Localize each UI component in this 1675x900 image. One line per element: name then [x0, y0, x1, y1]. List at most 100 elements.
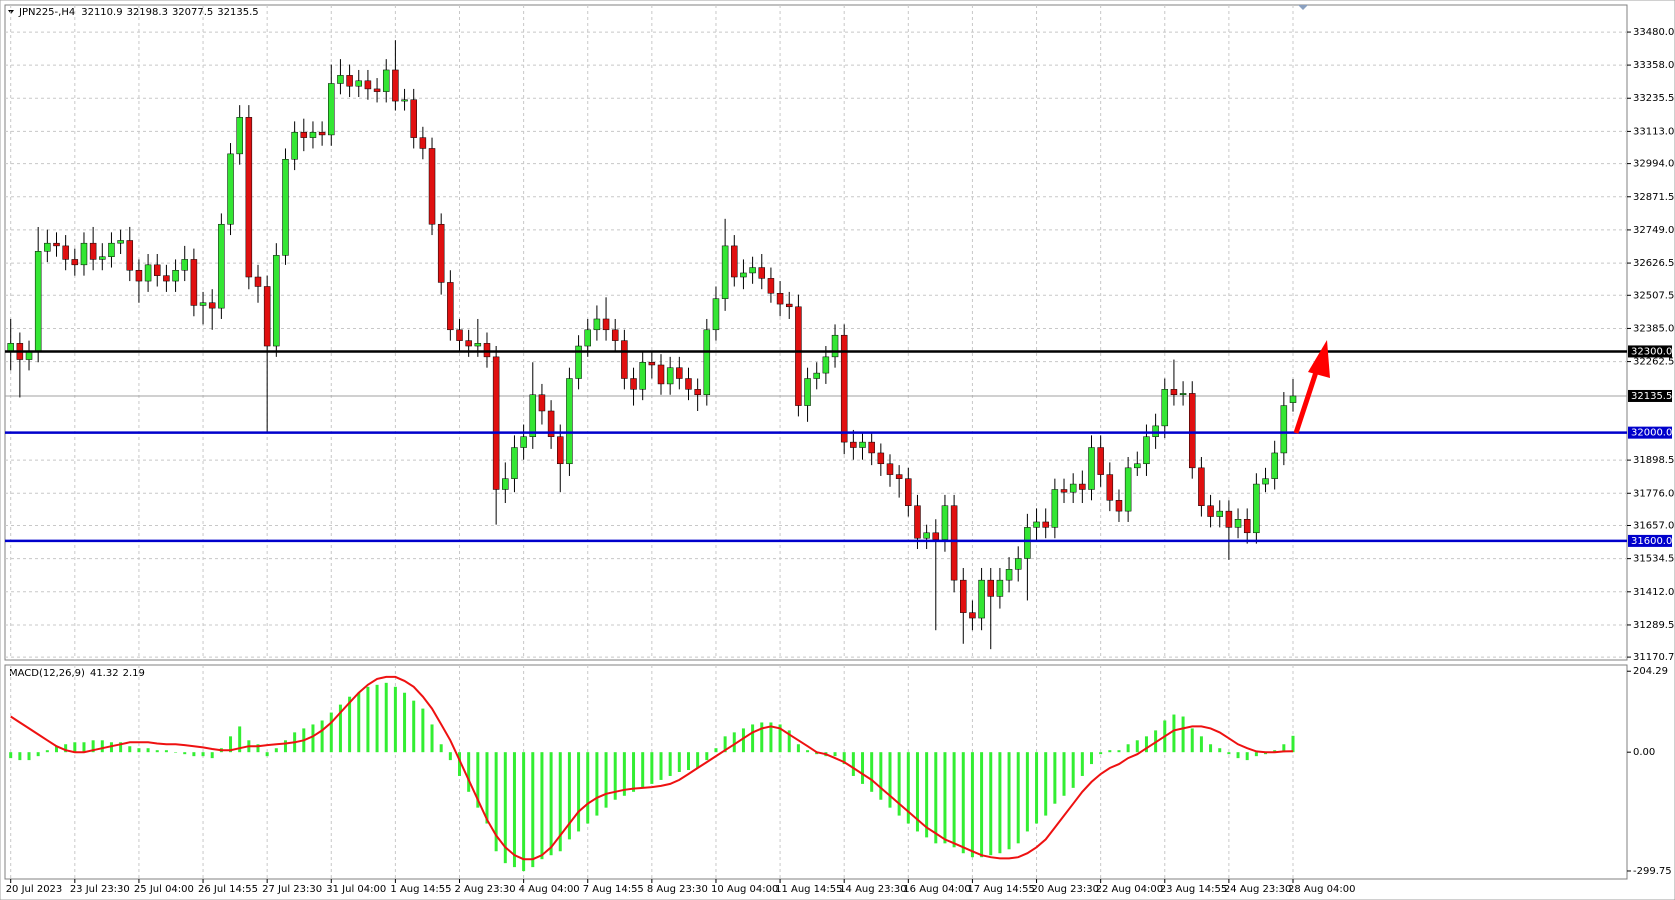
macd-bar	[100, 740, 104, 753]
macd-bar	[668, 752, 672, 776]
macd-bar	[540, 752, 544, 860]
macd-bar	[1089, 752, 1093, 765]
macd-bar	[164, 750, 168, 753]
level-label: 32000.0	[1631, 428, 1672, 439]
macd-bar	[1209, 744, 1213, 753]
macd-bar	[311, 724, 315, 753]
x-tick-label: 10 Aug 04:00	[711, 884, 778, 895]
macd-bar	[1126, 744, 1130, 753]
macd-bar	[943, 752, 947, 844]
macd-bar	[54, 746, 58, 753]
x-tick-label: 27 Jul 23:30	[262, 884, 322, 895]
candle-body	[960, 579, 967, 613]
y-tick-label: 31289.5	[1633, 620, 1674, 631]
x-tick-label: 8 Aug 23:30	[647, 884, 708, 895]
candle-body	[44, 242, 51, 252]
y-tick-label: 32262.5	[1633, 357, 1674, 368]
candle-body	[1033, 521, 1040, 528]
candle-body	[1069, 483, 1077, 493]
y-tick-label: 32871.5	[1633, 192, 1674, 203]
candle-body	[1051, 489, 1059, 528]
candle-body	[428, 148, 436, 225]
candle-body	[630, 378, 637, 390]
macd-bar	[677, 752, 681, 772]
x-tick-label: 31 Jul 04:00	[326, 884, 386, 895]
level-label: 31600.0	[1631, 536, 1672, 547]
candle-body	[795, 306, 802, 406]
macd-bar	[1080, 752, 1084, 776]
y-tick-label: 31412.0	[1633, 587, 1674, 598]
macd-bar	[512, 752, 516, 868]
y-tick-label: 31657.0	[1633, 520, 1674, 531]
x-tick-label: 16 Aug 04:00	[903, 884, 970, 895]
candle-body	[639, 362, 646, 390]
candle-body	[456, 329, 463, 341]
x-tick-label: 20 Jul 2023	[6, 884, 63, 895]
macd-bar	[18, 752, 22, 761]
macd-bar	[375, 684, 379, 753]
candle-body	[447, 282, 454, 331]
macd-bar	[686, 752, 690, 771]
candle-body	[1216, 510, 1223, 517]
candle-body	[62, 245, 69, 260]
macd-bar	[1007, 752, 1011, 850]
candle-body	[1079, 483, 1086, 490]
x-tick-label: 23 Jul 23:30	[70, 884, 130, 895]
macd-bar	[1218, 748, 1222, 753]
candle-body	[263, 286, 271, 347]
candle-body	[245, 117, 253, 278]
macd-bar	[787, 730, 791, 753]
macd-bar	[146, 748, 150, 753]
candle-body	[410, 99, 417, 138]
macd-panel	[4, 664, 1628, 880]
macd-bar	[1254, 752, 1258, 757]
macd-bar	[961, 752, 965, 854]
last-open: 32110.9	[81, 7, 122, 18]
candle-body	[53, 242, 60, 247]
candle-body	[987, 579, 994, 597]
candle-body	[502, 478, 509, 490]
candle-body	[282, 159, 289, 256]
macd-bar	[833, 752, 837, 757]
macd-bar	[1291, 735, 1295, 753]
macd-bar	[1199, 736, 1203, 753]
y-tick-label: 32994.0	[1633, 159, 1674, 170]
y-tick-label: 204.29	[1633, 666, 1668, 677]
candle-body	[895, 474, 903, 479]
candle-body	[611, 329, 619, 341]
candle-body	[950, 505, 958, 581]
macd-bar	[412, 700, 416, 753]
macd-bar	[1273, 750, 1277, 753]
macd-bar	[604, 752, 608, 808]
macd-bar	[861, 752, 865, 784]
macd-bar	[934, 752, 938, 844]
candle-body	[474, 343, 482, 347]
candle-body	[712, 298, 720, 331]
macd-bar	[989, 752, 993, 856]
candle-body	[813, 372, 820, 379]
macd-bar	[888, 752, 892, 808]
candle-body	[1097, 447, 1104, 475]
x-tick-label: 17 Aug 14:55	[967, 884, 1034, 895]
macd-bar	[577, 752, 581, 832]
macd-bar	[796, 744, 800, 753]
candle-body	[1198, 467, 1205, 506]
macd-bar	[439, 744, 443, 753]
macd-bar	[558, 752, 562, 852]
macd-bar	[632, 752, 636, 792]
candle-body	[99, 256, 106, 260]
macd-bar	[329, 712, 333, 753]
macd-bar	[778, 724, 782, 753]
candle-body	[602, 318, 610, 331]
candle-body	[1014, 558, 1022, 570]
candle-body	[676, 367, 683, 379]
candle-body	[822, 356, 830, 374]
macd-bar	[650, 752, 654, 784]
macd-bar	[1282, 744, 1286, 753]
candle-body	[850, 441, 857, 448]
macd-bar	[467, 752, 471, 792]
x-tick-label: 7 Aug 14:55	[583, 884, 644, 895]
macd-bar	[522, 752, 526, 872]
candle-body	[905, 478, 912, 506]
